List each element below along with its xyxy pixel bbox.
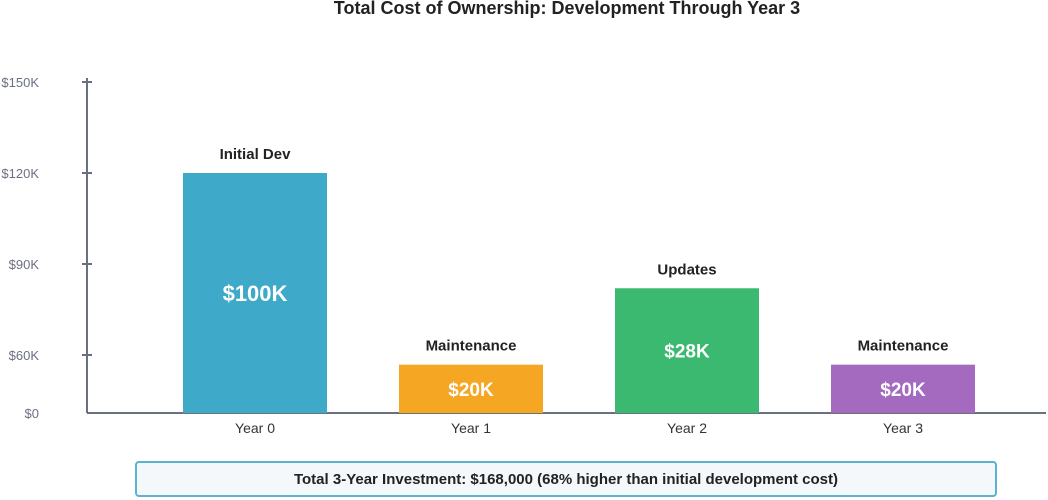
bar-chart: Total Cost of Ownership: Development Thr…: [1, 0, 1046, 436]
y-tick-label: $60K: [9, 348, 40, 363]
bar-top-label: Maintenance: [426, 338, 517, 355]
summary-text: Total 3-Year Investment: $168,000 (68% h…: [293, 470, 839, 488]
y-tick-label: $120K: [1, 166, 39, 181]
bar: [615, 288, 759, 413]
bar: [831, 364, 975, 413]
bar: [183, 173, 327, 413]
x-category-label: Year 3: [883, 420, 923, 436]
x-category-label: Year 1: [451, 420, 491, 436]
bar-top-label: Maintenance: [858, 338, 949, 355]
bar-top-label: Initial Dev: [220, 146, 292, 163]
bar-value-label: $20K: [880, 380, 926, 401]
chart-title: Total Cost of Ownership: Development Thr…: [334, 0, 800, 18]
summary-box: Total 3-Year Investment: $168,000 (68% h…: [135, 461, 997, 497]
y-tick-label: $0: [25, 406, 39, 421]
y-tick-label: $150K: [1, 75, 39, 90]
bar-value-label: $100K: [223, 281, 288, 306]
bar-value-label: $20K: [448, 380, 494, 401]
bar-top-label: Updates: [657, 261, 716, 278]
labels: $0 $60K $90K $120K $150K $100K Initial Dev Year…: [1, 75, 948, 436]
x-category-label: Year 0: [235, 420, 275, 436]
bar: [399, 364, 543, 413]
x-category-label: Year 2: [667, 420, 707, 436]
bars: [183, 173, 975, 413]
bar-value-label: $28K: [664, 342, 710, 363]
y-tick-label: $90K: [9, 257, 40, 272]
